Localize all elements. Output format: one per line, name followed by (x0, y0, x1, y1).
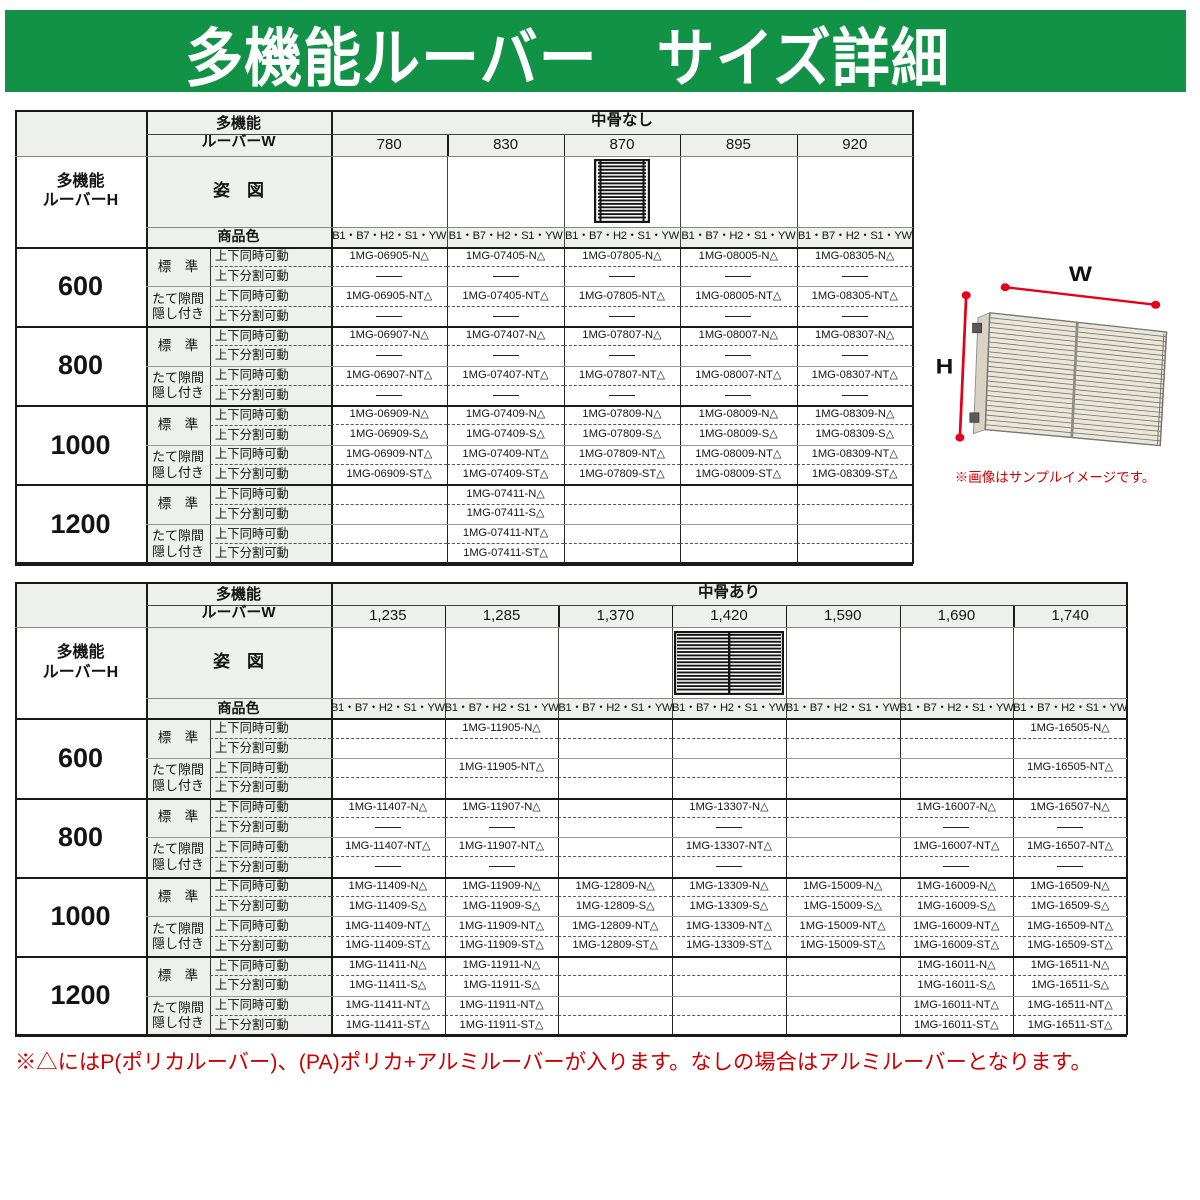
svg-text:H: H (936, 354, 954, 378)
svg-text:W: W (1069, 261, 1092, 285)
